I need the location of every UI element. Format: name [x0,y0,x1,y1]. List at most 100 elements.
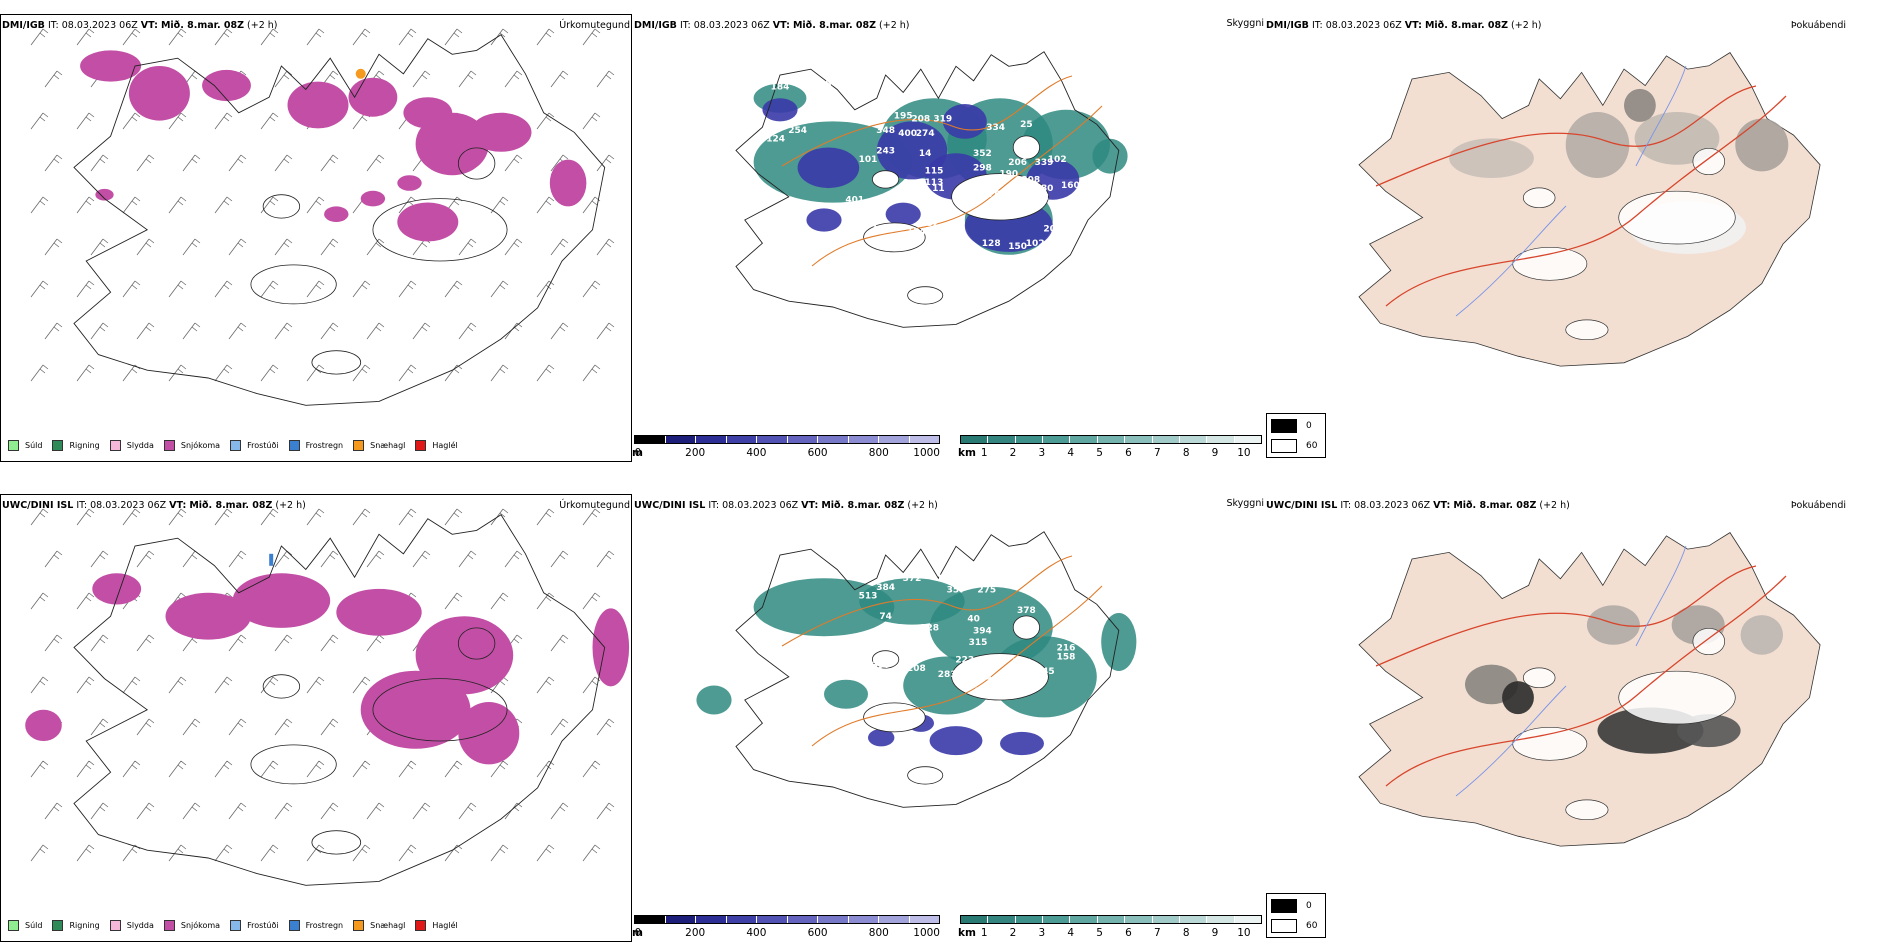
wind-barb [352,760,371,778]
wind-barb-stroke [274,154,293,172]
visibility-colorbar-cells [960,435,1262,444]
wind-barb [504,154,523,172]
wind-barb-stroke [412,802,431,820]
snow-area [360,190,386,207]
wind-barb [582,112,601,130]
wind-barb [260,196,279,214]
wind-barb [122,676,141,694]
colorbar-tick: 1000 [913,447,940,459]
river [1635,65,1687,167]
wind-barb-stroke [320,322,339,340]
precip-title-bottom: UWC/DINI ISL IT: 08.03.2023 06Z VT: Mið.… [2,500,306,511]
colorbar-tick: 9 [1211,447,1219,459]
colorbar-cell [635,436,666,443]
wind-barb-stroke [214,844,233,862]
wind-barb [168,508,187,526]
glacier-outline [872,650,900,669]
iceland-outline [735,531,1120,808]
wind-barb [320,550,339,568]
low-visibility-area [1092,138,1128,174]
wind-barb [214,676,233,694]
fog-legend-top: 0 60 [1266,413,1326,458]
ceiling-label: 25 [1020,120,1033,130]
wind-barb-stroke [228,322,247,340]
wind-barb-stroke [168,196,187,214]
wind-barb-stroke [44,322,63,340]
precip-legend-item: Súld [8,920,42,931]
wind-barb [366,550,385,568]
wind-barb [444,844,463,862]
ceiling-label: 132 [920,219,939,229]
wind-barb-stroke [306,676,325,694]
wind-barb [596,70,615,88]
colorbar-cell [1125,916,1153,923]
wind-barb-stroke [306,196,325,214]
wind-barb-stroke [444,844,463,862]
wind-barb-stroke [366,154,385,172]
wind-barb [596,550,615,568]
ceiling-label: 352 [973,149,992,159]
low-ceiling-area [806,208,842,232]
wind-barb-stroke [458,238,477,256]
colorbar-tick: 600 [807,927,828,939]
wind-barb [398,844,417,862]
colorbar-tick: 10 [1237,927,1251,939]
wind-barb-stroke [582,28,601,46]
wind-barb-stroke [260,760,279,778]
ceiling-label: 288 [999,679,1018,689]
wind-barb-stroke [366,550,385,568]
wind-barb-stroke [306,760,325,778]
wind-barb [30,280,49,298]
wind-barb [320,802,339,820]
wind-barb-stroke [260,28,279,46]
colorbar-tick: 5 [1096,447,1103,459]
wind-barb-stroke [550,322,569,340]
wind-barb-stroke [490,592,509,610]
wind-barb [444,364,463,382]
precip-legend-label: Súld [25,921,43,930]
wind-barb [30,364,49,382]
colorbar-unit: m [632,927,643,939]
wind-barb [168,196,187,214]
wind-barb [214,508,233,526]
glacier-outline [1012,615,1040,640]
fog-index-area [1735,118,1789,172]
snow-area [128,66,190,121]
ceiling-label: 298 [973,164,992,174]
snow-area [165,592,251,640]
wind-barb [168,28,187,46]
wind-barb [536,760,555,778]
cloud-panel-top: DMI/IGB IT: 08.03.2023 06Z VT: Mið. 8.ma… [632,14,1264,462]
wind-barb [214,280,233,298]
wind-barb-stroke [582,280,601,298]
wind-barb [550,550,569,568]
wind-barb [352,844,371,862]
colorbar-unit: km [958,447,976,459]
colorbar-cell [961,436,989,443]
colorbar-cell [665,436,696,443]
river [1635,545,1687,647]
wind-barb-stroke [214,760,233,778]
wind-barb-stroke [398,508,417,526]
visibility-colorbar-top: km 1 2 3 4 5 6 7 8 9 10 [958,435,1262,459]
wind-barb-stroke [536,508,555,526]
ceiling-label: 778 [1013,658,1032,668]
wind-barb-stroke [136,238,155,256]
wind-barb-stroke [76,592,95,610]
colorbar-cell [988,916,1016,923]
ceiling-label: 124 [907,228,926,238]
wind-barb-stroke [444,760,463,778]
wind-barb-stroke [30,196,49,214]
ceiling-label: 254 [788,126,807,136]
wind-barb-stroke [504,802,523,820]
snow-area [202,69,251,102]
precip-legend-item: Súld [8,440,42,451]
wind-barb [504,238,523,256]
snow-area [25,709,62,741]
precip-legend-label: Slydda [126,441,154,450]
wind-barb [582,508,601,526]
colorbar-cell [757,436,788,443]
wind-barb [412,550,431,568]
wind-barb-stroke [320,550,339,568]
wind-barb-stroke [398,760,417,778]
